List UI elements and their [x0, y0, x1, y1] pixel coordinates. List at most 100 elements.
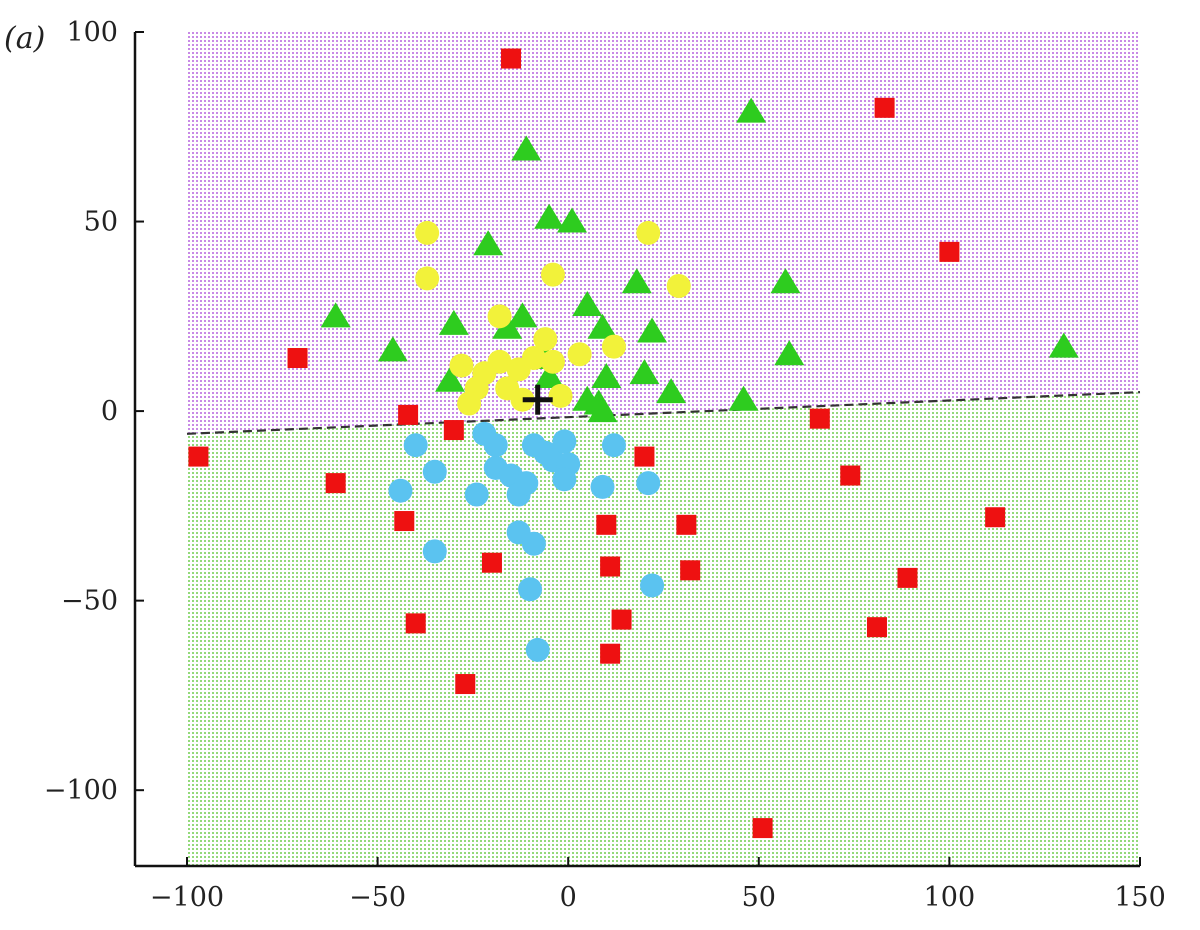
data-point-square — [596, 514, 617, 535]
data-point-triangle — [770, 268, 801, 294]
data-point-triangle — [534, 362, 565, 388]
data-point-triangle — [591, 362, 622, 388]
data-point-triangle — [557, 207, 588, 233]
data-point-triangle — [492, 313, 523, 339]
series-circle-2 — [415, 220, 691, 416]
x-axis-ticks: −100 −50 0 50 100 150 — [150, 857, 1166, 913]
y-tick-label: 100 — [66, 17, 118, 48]
x-tick-label: −50 — [349, 882, 406, 913]
data-point-square — [874, 97, 895, 118]
data-point-triangle — [377, 336, 408, 362]
boundary-line — [186, 391, 1141, 435]
data-point-square — [676, 514, 697, 535]
data-point-square — [405, 613, 426, 634]
data-point-square — [398, 404, 419, 425]
data-point-triangle — [587, 313, 618, 339]
data-point-circle — [548, 383, 573, 408]
data-point-triangle — [774, 340, 805, 366]
data-point-circle — [525, 637, 550, 662]
data-point-circle — [487, 349, 512, 374]
lower-region — [187, 392, 1140, 866]
data-point-square — [455, 674, 476, 695]
data-point-circle — [636, 220, 661, 245]
data-point-square — [287, 348, 308, 369]
y-axis-ticks: −100 −50 0 50 100 — [44, 17, 144, 806]
x-tick-label: −100 — [150, 882, 224, 913]
data-point-circle — [422, 539, 447, 564]
data-point-triangle — [435, 366, 466, 392]
data-point-circle — [403, 433, 428, 458]
data-point-circle — [540, 262, 565, 287]
data-point-square — [600, 643, 621, 664]
data-point-circle — [533, 327, 558, 352]
data-point-triangle — [572, 290, 603, 316]
data-point-square — [611, 609, 632, 630]
data-point-square — [600, 556, 621, 577]
series-triangle-1 — [320, 97, 1079, 423]
series-square-0 — [188, 48, 1006, 839]
data-point-triangle — [1048, 332, 1079, 358]
data-points — [188, 48, 1079, 839]
x-tick-label: 50 — [742, 882, 776, 913]
data-point-circle — [640, 573, 665, 598]
data-point-square — [752, 818, 773, 839]
data-point-square — [840, 465, 861, 486]
data-point-circle — [601, 334, 626, 359]
data-point-triangle — [320, 302, 351, 328]
axes — [133, 32, 1140, 868]
panel-label: (a) — [4, 21, 45, 56]
data-point-circle — [590, 474, 615, 499]
data-point-square — [481, 552, 502, 573]
data-point-circle — [514, 471, 539, 496]
data-point-square — [809, 408, 830, 429]
data-point-triangle — [637, 317, 668, 343]
series-circle-3 — [388, 421, 665, 662]
data-point-square — [501, 48, 522, 69]
data-point-triangle — [473, 230, 504, 256]
y-tick-label: −50 — [61, 586, 118, 617]
y-tick-label: 50 — [84, 207, 118, 238]
decision-boundary — [186, 391, 1141, 435]
data-point-square — [866, 617, 887, 638]
y-tick-label: 0 — [101, 396, 118, 427]
data-point-square — [443, 420, 464, 441]
data-point-square — [325, 473, 346, 494]
data-point-triangle — [511, 135, 542, 161]
data-point-circle — [449, 353, 474, 378]
data-point-triangle — [656, 378, 687, 404]
data-point-circle — [510, 387, 535, 412]
data-point-circle — [540, 349, 565, 374]
data-point-triangle — [621, 268, 652, 294]
data-point-triangle — [534, 203, 565, 229]
data-point-triangle — [507, 302, 538, 328]
data-point-circle — [415, 220, 440, 245]
data-point-circle — [457, 391, 482, 416]
data-point-circle — [601, 433, 626, 458]
x-tick-label: 100 — [924, 882, 976, 913]
data-point-square — [897, 567, 918, 588]
data-point-square — [939, 241, 960, 262]
data-point-circle — [422, 459, 447, 484]
data-point-triangle — [629, 359, 660, 385]
centroid-marker — [522, 384, 553, 415]
data-point-triangle — [438, 309, 469, 335]
x-tick-label: 150 — [1114, 882, 1166, 913]
data-point-triangle — [728, 385, 759, 411]
data-point-triangle — [587, 397, 618, 423]
data-point-circle — [483, 433, 508, 458]
data-point-circle — [518, 577, 543, 602]
data-point-circle — [521, 531, 546, 556]
data-point-square — [634, 446, 655, 467]
data-point-circle — [636, 471, 661, 496]
data-point-square — [188, 446, 209, 467]
data-point-square — [680, 560, 701, 581]
data-point-circle — [567, 342, 592, 367]
upper-region — [187, 32, 1140, 434]
data-point-square — [394, 511, 415, 532]
data-point-circle — [464, 482, 489, 507]
x-tick-label: 0 — [560, 882, 577, 913]
data-point-circle — [552, 429, 577, 454]
data-point-circle — [666, 273, 691, 298]
data-point-circle — [487, 304, 512, 329]
